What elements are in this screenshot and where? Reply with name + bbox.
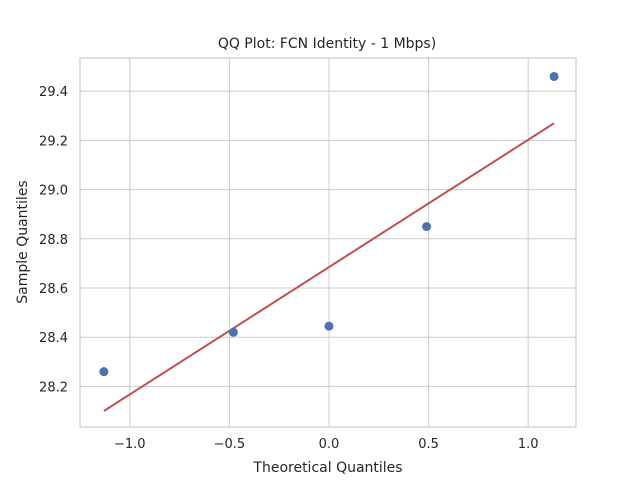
x-axis: −1.0 −0.5 0.0 0.5 1.0 <box>114 437 539 452</box>
data-point <box>324 321 334 331</box>
x-tick-label: −1.0 <box>114 437 146 452</box>
y-axis: 28.2 28.4 28.6 28.8 29.0 29.2 29.4 <box>39 85 68 395</box>
y-tick-label: 28.2 <box>39 380 68 395</box>
x-tick-label: −0.5 <box>214 437 246 452</box>
x-axis-label: Theoretical Quantiles <box>252 460 402 476</box>
x-tick-label: 1.0 <box>518 437 539 452</box>
data-point <box>549 71 559 81</box>
y-tick-label: 29.2 <box>39 134 68 149</box>
data-point <box>422 222 432 232</box>
chart-title: QQ Plot: FCN Identity - 1 Mbps) <box>218 36 436 52</box>
x-tick-label: 0.0 <box>319 437 340 452</box>
grid <box>80 58 576 427</box>
y-tick-label: 29.0 <box>39 184 68 199</box>
plot-frame <box>79 57 577 428</box>
data-point <box>228 327 238 337</box>
data-point <box>99 367 109 377</box>
x-tick-label: 0.5 <box>418 437 439 452</box>
y-tick-label: 28.8 <box>39 233 68 248</box>
reference-line <box>103 122 555 412</box>
y-tick-label: 28.4 <box>39 331 68 346</box>
data-points <box>99 71 559 377</box>
y-tick-label: 29.4 <box>39 85 68 100</box>
y-tick-label: 28.6 <box>39 282 68 297</box>
y-axis-label: Sample Quantiles <box>15 180 31 303</box>
